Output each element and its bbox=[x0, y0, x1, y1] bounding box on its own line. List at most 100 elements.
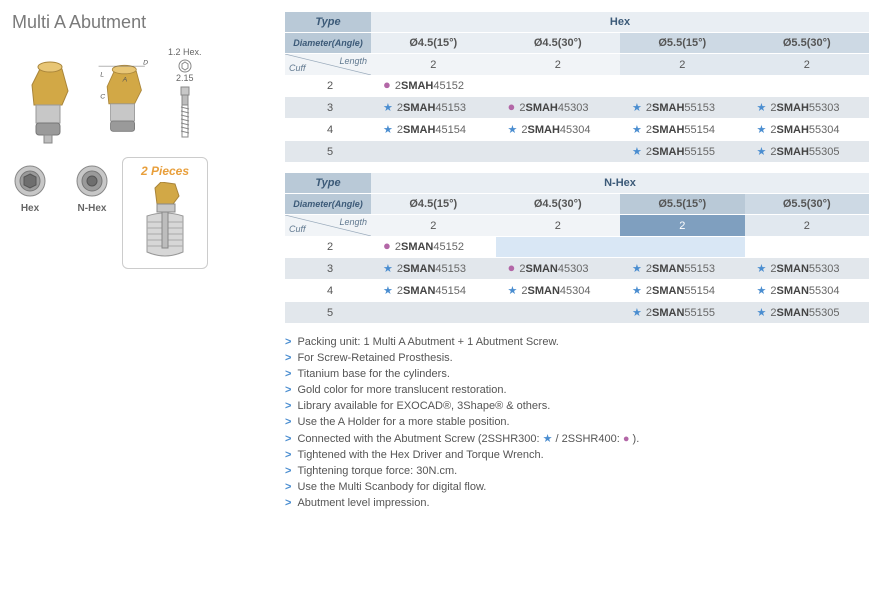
type-header: Type bbox=[285, 12, 371, 33]
product-code: ★2SMAH45304 bbox=[496, 119, 621, 141]
column-header: Ø5.5(30°) bbox=[745, 194, 870, 215]
abutment-illustration-angled bbox=[12, 47, 84, 147]
note-text: Abutment level impression. bbox=[297, 497, 429, 509]
product-code: ★2SMAH55155 bbox=[620, 141, 745, 163]
column-header: Ø4.5(30°) bbox=[496, 194, 621, 215]
chevron-right-icon: > bbox=[285, 384, 291, 396]
hex-nut: Hex bbox=[12, 163, 48, 214]
product-code: ★2SMAN55153 bbox=[620, 258, 745, 280]
chevron-right-icon: > bbox=[285, 497, 291, 509]
length-value: 2 bbox=[620, 54, 745, 76]
note-text: For Screw-Retained Prosthesis. bbox=[297, 352, 452, 364]
diagram-row: D L A C 1.2 Hex. 2.15 bbox=[12, 47, 267, 147]
note-item: > Use the A Holder for a more stable posi… bbox=[285, 414, 869, 430]
length-value: 2 bbox=[496, 54, 621, 76]
note-item: > Gold color for more translucent restora… bbox=[285, 382, 869, 398]
svg-text:D: D bbox=[143, 59, 148, 66]
empty-cell bbox=[371, 302, 496, 324]
product-code: ★2SMAH55304 bbox=[745, 119, 870, 141]
product-code: ★2SMAN55305 bbox=[745, 302, 870, 324]
type-header: Type bbox=[285, 173, 371, 194]
svg-text:A: A bbox=[122, 77, 128, 84]
length-value: 2 bbox=[371, 54, 496, 76]
product-table: TypeHexDiameter(Angle)Ø4.5(15°)Ø4.5(30°)… bbox=[285, 12, 869, 163]
type-value: Hex bbox=[371, 12, 869, 33]
cuff-length-header: LengthCuff bbox=[285, 215, 371, 237]
diam-header: Diameter(Angle) bbox=[285, 194, 371, 215]
chevron-right-icon: > bbox=[285, 416, 291, 428]
note-text: Gold color for more translucent restorat… bbox=[297, 384, 506, 396]
chevron-right-icon: > bbox=[285, 368, 291, 380]
product-code: ●2SMAH45152 bbox=[371, 76, 496, 97]
product-code: ●2SMAH45303 bbox=[496, 97, 621, 119]
product-code: ★2SMAH55154 bbox=[620, 119, 745, 141]
screw-illustration: 1.2 Hex. 2.15 bbox=[168, 47, 202, 145]
product-code: ★2SMAH45154 bbox=[371, 119, 496, 141]
chevron-right-icon: > bbox=[285, 465, 291, 477]
empty-cell bbox=[745, 76, 870, 97]
product-code: ●2SMAN45303 bbox=[496, 258, 621, 280]
note-text: Use the A Holder for a more stable posit… bbox=[297, 416, 509, 428]
cuff-value: 5 bbox=[285, 302, 371, 324]
product-code: ★2SMAH55153 bbox=[620, 97, 745, 119]
length-value: 2 bbox=[620, 215, 745, 237]
product-code: ●2SMAN45152 bbox=[371, 237, 496, 258]
notes-list: >Packing unit: 1 Multi A Abutment + 1 Ab… bbox=[285, 334, 869, 511]
note-item: >Library available for EXOCAD®, 3Shape® … bbox=[285, 398, 869, 414]
length-value: 2 bbox=[745, 215, 870, 237]
chevron-right-icon: > bbox=[285, 352, 291, 364]
column-header: Ø5.5(30°) bbox=[745, 33, 870, 54]
product-code: ★2SMAN55155 bbox=[620, 302, 745, 324]
empty-cell bbox=[496, 141, 621, 163]
note-item: >Titanium base for the cylinders. bbox=[285, 366, 869, 382]
product-table: TypeN-HexDiameter(Angle)Ø4.5(15°)Ø4.5(30… bbox=[285, 173, 869, 324]
empty-cell bbox=[496, 76, 621, 97]
diam-header: Diameter(Angle) bbox=[285, 33, 371, 54]
length-value: 2 bbox=[496, 215, 621, 237]
hex-dim-label: 1.2 Hex. bbox=[168, 47, 202, 57]
cuff-value: 3 bbox=[285, 258, 371, 280]
column-header: Ø5.5(15°) bbox=[620, 194, 745, 215]
empty-highlight-cell bbox=[496, 237, 621, 258]
svg-text:C: C bbox=[100, 94, 105, 101]
chevron-right-icon: > bbox=[285, 433, 291, 445]
abutment-illustration-dim: D L A C bbox=[90, 47, 162, 147]
pieces-label: 2 Pieces bbox=[141, 164, 189, 178]
note-item: > Connected with the Abutment Screw (2SSH… bbox=[285, 430, 869, 447]
note-item: > For Screw-Retained Prosthesis. bbox=[285, 350, 869, 366]
product-code: ★2SMAN55303 bbox=[745, 258, 870, 280]
product-code: ★2SMAH55305 bbox=[745, 141, 870, 163]
empty-cell bbox=[620, 76, 745, 97]
length-value: 2 bbox=[745, 54, 870, 76]
cuff-length-header: LengthCuff bbox=[285, 54, 371, 76]
note-item: > Tightening torque force: 30N.cm. bbox=[285, 463, 869, 479]
cuff-value: 4 bbox=[285, 280, 371, 302]
product-code: ★2SMAN45153 bbox=[371, 258, 496, 280]
column-header: Ø4.5(30°) bbox=[496, 33, 621, 54]
product-code: ★2SMAH45153 bbox=[371, 97, 496, 119]
chevron-right-icon: > bbox=[285, 336, 291, 348]
chevron-right-icon: > bbox=[285, 449, 291, 461]
product-code: ★2SMAN45304 bbox=[496, 280, 621, 302]
column-header: Ø4.5(15°) bbox=[371, 33, 496, 54]
note-item: >Use the Multi Scanbody for digital flow… bbox=[285, 479, 869, 495]
column-header: Ø4.5(15°) bbox=[371, 194, 496, 215]
empty-highlight-cell bbox=[620, 237, 745, 258]
note-text: Use the Multi Scanbody for digital flow. bbox=[297, 481, 486, 493]
empty-cell bbox=[496, 302, 621, 324]
note-text: Library available for EXOCAD®, 3Shape® &… bbox=[297, 400, 550, 412]
cuff-value: 4 bbox=[285, 119, 371, 141]
note-item: > Abutment level impression. bbox=[285, 495, 869, 511]
length-value: 2 bbox=[371, 215, 496, 237]
note-text: Tightening torque force: 30N.cm. bbox=[297, 465, 457, 477]
nhex-nut: N-Hex bbox=[74, 163, 110, 214]
note-text: Connected with the Abutment Screw (2SSHR… bbox=[297, 432, 639, 445]
nhex-nut-label: N-Hex bbox=[78, 203, 107, 214]
hex-nut-label: Hex bbox=[21, 203, 39, 214]
pieces-callout: 2 Pieces bbox=[122, 157, 208, 269]
cuff-value: 5 bbox=[285, 141, 371, 163]
note-text: Tightened with the Hex Driver and Torque… bbox=[297, 449, 543, 461]
svg-text:L: L bbox=[100, 71, 104, 78]
product-code: ★2SMAN45154 bbox=[371, 280, 496, 302]
cuff-value: 2 bbox=[285, 237, 371, 258]
